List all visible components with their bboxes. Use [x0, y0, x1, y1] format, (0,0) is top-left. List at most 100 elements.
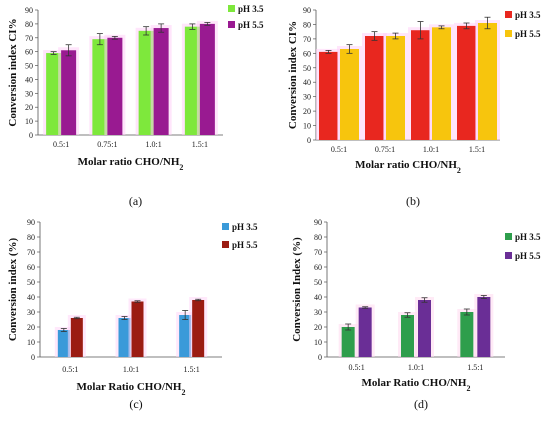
chart-panel-a: 0 10 20 30 40 50 60 70 80 90 0.5:1 0.75:1 1.0:1 1.5:1…	[7, 4, 264, 208]
x-tick-label: 1.5:1	[469, 145, 485, 154]
x-tick-label: 1.0:1	[408, 363, 424, 372]
bar	[131, 301, 144, 357]
y-tick-label: 50	[303, 64, 311, 73]
legend-label: pH 3.5	[515, 232, 541, 242]
bar	[340, 49, 359, 140]
y-tick-label: 40	[303, 78, 311, 87]
bar	[358, 307, 372, 357]
x-axis-title-main: Molar ratio CHO/NH	[355, 159, 457, 171]
x-tick-label: 0.5:1	[349, 363, 365, 372]
y-tick-label: 50	[314, 278, 322, 287]
legend-swatch	[505, 11, 512, 18]
bar	[432, 27, 451, 140]
bar	[118, 318, 131, 357]
x-tick-label: 0.75:1	[97, 140, 117, 149]
legend-swatch	[228, 5, 235, 12]
x-axis-title-main: Molar Ratio CHO/NH	[77, 381, 182, 393]
chart-panel-b: 0 10 20 30 40 50 60 70 80 90 0.5:1 0.75:1 1.0:1 1.5:1…	[287, 6, 541, 208]
chart-panel-d: 0 10 20 30 40 50 60 70 80 90 0.5:1 1.0:1 1.5:1 Conver…	[291, 218, 541, 411]
bar	[192, 300, 205, 357]
y-tick-label: 50	[25, 62, 33, 71]
x-axis-title-subscript: 2	[457, 166, 461, 175]
x-tick-label: 0.5:1	[53, 140, 69, 149]
bar	[418, 300, 431, 357]
bar	[319, 51, 338, 141]
y-tick-label: 70	[27, 248, 35, 257]
x-axis-title-subscript: 2	[179, 163, 183, 172]
y-tick-label: 40	[27, 293, 35, 302]
y-tick-label: 70	[25, 34, 33, 43]
y-tick-label: 30	[303, 93, 311, 102]
x-tick-label: 1.5:1	[467, 363, 483, 372]
y-tick-label: 30	[27, 308, 35, 317]
legend-swatch	[505, 252, 512, 259]
x-tick-label: 0.75:1	[375, 145, 395, 154]
y-tick-label: 20	[27, 323, 35, 332]
y-tick-label: 10	[314, 338, 322, 347]
y-tick-label: 90	[27, 218, 35, 227]
y-tick-label: 40	[314, 293, 322, 302]
x-axis-title: Molar Ratio CHO/NH2	[77, 381, 186, 397]
legend-label: pH 5.5	[515, 251, 541, 261]
legend-label: pH 5.5	[232, 240, 258, 250]
bar	[138, 30, 154, 135]
panel-label: (d)	[414, 397, 428, 411]
legend-swatch	[222, 223, 229, 230]
y-tick-label: 50	[27, 278, 35, 287]
y-tick-label: 20	[303, 107, 311, 116]
x-tick-label: 1.0:1	[146, 140, 162, 149]
x-tick-label: 1.5:1	[184, 365, 200, 374]
x-axis-title-subscript: 2	[466, 384, 470, 393]
bar	[92, 39, 108, 135]
y-tick-label: 10	[303, 122, 311, 131]
y-tick-label: 70	[314, 248, 322, 257]
bar	[341, 327, 355, 357]
x-axis-title: Molar Ratio CHO/NH2	[362, 377, 471, 393]
bar	[184, 26, 200, 136]
bar	[153, 28, 169, 135]
x-tick-label: 0.5:1	[331, 145, 347, 154]
legend-label: pH 5.5	[515, 29, 541, 39]
x-tick-label: 1.0:1	[123, 365, 139, 374]
x-axis-title: Molar ratio CHO/NH2	[78, 156, 184, 172]
y-tick-label: 90	[303, 6, 311, 15]
bar	[57, 330, 70, 357]
bar	[199, 23, 215, 136]
y-axis-title: Conversion index (%)	[7, 238, 19, 342]
x-axis-title-main: Molar Ratio CHO/NH	[362, 377, 467, 389]
y-tick-label: 0	[31, 353, 35, 362]
y-tick-label: 10	[25, 117, 33, 126]
bar	[401, 315, 414, 357]
x-axis-title-main: Molar ratio CHO/NH	[78, 156, 180, 168]
bar	[70, 318, 83, 357]
legend-label: pH 5.5	[238, 20, 264, 30]
bar	[365, 36, 384, 140]
y-tick-label: 0	[29, 131, 33, 140]
bar	[411, 30, 430, 140]
legend-label: pH 3.5	[515, 10, 541, 20]
y-axis-title: Conversion index CI%	[7, 18, 19, 126]
bar	[460, 312, 474, 357]
y-tick-label: 10	[27, 338, 35, 347]
y-tick-label: 80	[27, 233, 35, 242]
legend-swatch	[222, 241, 229, 248]
legend-label: pH 3.5	[232, 222, 258, 232]
y-tick-label: 80	[25, 20, 33, 29]
legend-swatch	[228, 21, 235, 28]
bar	[107, 37, 123, 135]
bar	[46, 53, 62, 135]
panel-label: (a)	[129, 194, 142, 208]
legend-label: pH 3.5	[238, 4, 264, 14]
x-tick-label: 1.0:1	[423, 145, 439, 154]
y-tick-label: 60	[25, 48, 33, 57]
y-tick-label: 40	[25, 75, 33, 84]
x-tick-label: 1.5:1	[192, 140, 208, 149]
x-axis-title-subscript: 2	[181, 388, 185, 397]
bar	[386, 36, 405, 140]
panel-label: (c)	[129, 397, 142, 411]
y-tick-label: 70	[303, 35, 311, 44]
bar	[478, 23, 497, 140]
y-tick-label: 60	[314, 263, 322, 272]
y-tick-label: 90	[25, 6, 33, 15]
